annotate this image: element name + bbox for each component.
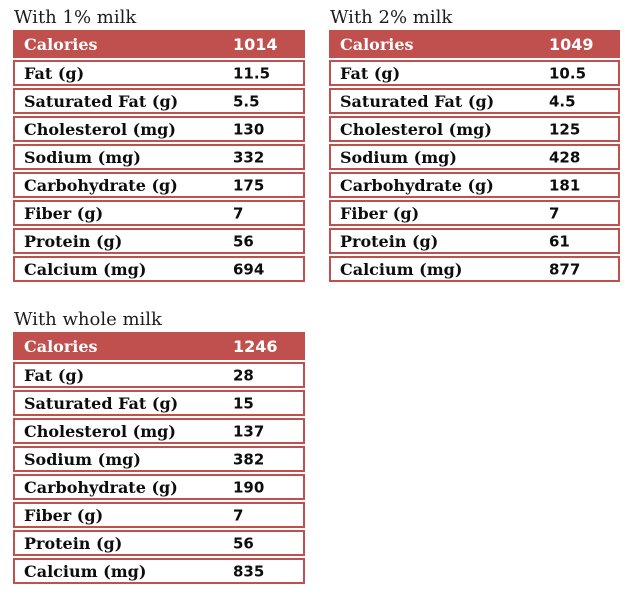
header-label: Calories <box>340 34 414 54</box>
table-row: Sodium (mg) 428 <box>329 144 620 170</box>
table-row: Protein (g) 56 <box>13 530 305 556</box>
table-row: Sodium (mg) 332 <box>13 144 305 170</box>
table-body: Fat (g) 10.5 Saturated Fat (g) 4.5 Chole… <box>329 60 620 282</box>
row-label: Carbohydrate (g) <box>24 175 178 195</box>
row-label: Cholesterol (mg) <box>340 119 492 139</box>
header-label: Calories <box>24 34 98 54</box>
row-value: 15 <box>233 394 254 413</box>
row-label: Saturated Fat (g) <box>24 393 179 413</box>
row-value: 7 <box>233 506 244 525</box>
row-value: 11.5 <box>233 64 271 83</box>
table-row: Fat (g) 10.5 <box>329 60 620 86</box>
row-value: 877 <box>549 260 581 279</box>
header-label: Calories <box>24 336 98 356</box>
table-row: Saturated Fat (g) 15 <box>13 390 305 416</box>
row-value: 190 <box>233 478 265 497</box>
table-body: Fat (g) 11.5 Saturated Fat (g) 5.5 Chole… <box>13 60 305 282</box>
row-label: Fat (g) <box>24 365 85 385</box>
nutrition-table: Calories 1049 Fat (g) 10.5 Saturated Fat… <box>329 30 620 282</box>
table-row: Carbohydrate (g) 190 <box>13 474 305 500</box>
row-value: 332 <box>233 148 265 167</box>
header-value: 1246 <box>233 336 278 356</box>
row-value: 382 <box>233 450 265 469</box>
row-value: 428 <box>549 148 581 167</box>
table-title: With 1% milk <box>14 7 137 28</box>
row-label: Cholesterol (mg) <box>24 421 176 441</box>
table-row: Fat (g) 28 <box>13 362 305 388</box>
row-label: Sodium (mg) <box>340 147 457 167</box>
table-row: Fiber (g) 7 <box>13 200 305 226</box>
header-value: 1014 <box>233 34 278 54</box>
row-label: Cholesterol (mg) <box>24 119 176 139</box>
row-value: 7 <box>549 204 560 223</box>
row-label: Saturated Fat (g) <box>24 91 179 111</box>
row-value: 7 <box>233 204 244 223</box>
row-label: Carbohydrate (g) <box>340 175 494 195</box>
row-label: Saturated Fat (g) <box>340 91 495 111</box>
row-label: Calcium (mg) <box>24 259 147 279</box>
row-value: 175 <box>233 176 265 195</box>
row-value: 10.5 <box>549 64 587 83</box>
header-row: Calories 1049 <box>329 30 620 58</box>
row-value: 130 <box>233 120 265 139</box>
table-row: Carbohydrate (g) 181 <box>329 172 620 198</box>
nutrition-table: Calories 1246 Fat (g) 28 Saturated Fat (… <box>13 332 305 584</box>
table-title: With whole milk <box>14 309 162 330</box>
nutrition-table-section: With 1% milk Calories 1014 Fat (g) 11.5 … <box>13 5 305 282</box>
row-label: Fat (g) <box>340 63 401 83</box>
row-value: 4.5 <box>549 92 576 111</box>
row-label: Protein (g) <box>24 533 123 553</box>
table-row: Saturated Fat (g) 4.5 <box>329 88 620 114</box>
table-row: Protein (g) 56 <box>13 228 305 254</box>
nutrition-table-section: With 2% milk Calories 1049 Fat (g) 10.5 … <box>329 5 620 282</box>
row-label: Protein (g) <box>24 231 123 251</box>
header-value: 1049 <box>549 34 594 54</box>
row-label: Sodium (mg) <box>24 147 141 167</box>
row-value: 125 <box>549 120 581 139</box>
row-label: Fiber (g) <box>340 203 420 223</box>
row-label: Protein (g) <box>340 231 439 251</box>
row-label: Fiber (g) <box>24 505 104 525</box>
row-label: Carbohydrate (g) <box>24 477 178 497</box>
table-body: Fat (g) 28 Saturated Fat (g) 15 Choleste… <box>13 362 305 584</box>
row-value: 61 <box>549 232 570 251</box>
row-label: Fiber (g) <box>24 203 104 223</box>
table-row: Calcium (mg) 877 <box>329 256 620 282</box>
row-value: 56 <box>233 232 254 251</box>
table-row: Fiber (g) 7 <box>13 502 305 528</box>
table-row: Saturated Fat (g) 5.5 <box>13 88 305 114</box>
row-value: 137 <box>233 422 265 441</box>
row-value: 835 <box>233 562 265 581</box>
table-row: Calcium (mg) 835 <box>13 558 305 584</box>
row-label: Calcium (mg) <box>340 259 463 279</box>
row-label: Sodium (mg) <box>24 449 141 469</box>
table-row: Protein (g) 61 <box>329 228 620 254</box>
table-title: With 2% milk <box>330 7 453 28</box>
table-row: Sodium (mg) 382 <box>13 446 305 472</box>
nutrition-table-section: With whole milk Calories 1246 Fat (g) 28… <box>13 307 305 584</box>
row-label: Fat (g) <box>24 63 85 83</box>
row-value: 181 <box>549 176 581 195</box>
table-row: Cholesterol (mg) 125 <box>329 116 620 142</box>
table-row: Fiber (g) 7 <box>329 200 620 226</box>
row-value: 56 <box>233 534 254 553</box>
table-row: Cholesterol (mg) 130 <box>13 116 305 142</box>
row-value: 28 <box>233 366 254 385</box>
table-row: Cholesterol (mg) 137 <box>13 418 305 444</box>
table-row: Carbohydrate (g) 175 <box>13 172 305 198</box>
header-row: Calories 1246 <box>13 332 305 360</box>
table-row: Calcium (mg) 694 <box>13 256 305 282</box>
nutrition-table: Calories 1014 Fat (g) 11.5 Saturated Fat… <box>13 30 305 282</box>
header-row: Calories 1014 <box>13 30 305 58</box>
table-row: Fat (g) 11.5 <box>13 60 305 86</box>
row-label: Calcium (mg) <box>24 561 147 581</box>
row-value: 694 <box>233 260 265 279</box>
row-value: 5.5 <box>233 92 260 111</box>
